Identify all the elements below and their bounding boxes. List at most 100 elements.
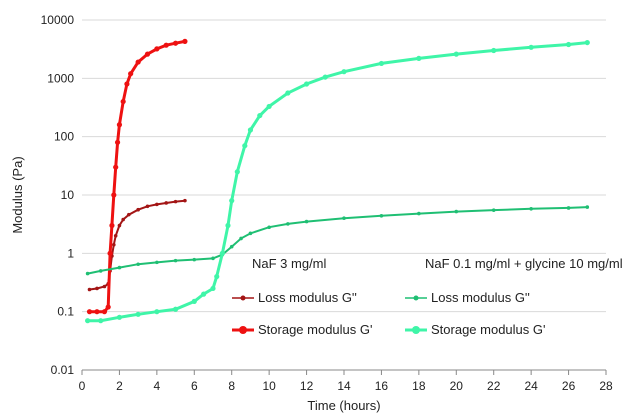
data-point (126, 212, 131, 217)
data-point (191, 298, 197, 304)
data-point (214, 273, 220, 280)
data-point (135, 311, 141, 317)
y-axis-title: Modulus (Pa) (10, 156, 25, 233)
data-point (87, 287, 92, 292)
data-point (120, 98, 126, 105)
series-1 (86, 38, 188, 315)
data-point (144, 51, 151, 57)
x-tick-label: 10 (262, 379, 276, 393)
data-point (128, 71, 134, 77)
data-point (105, 304, 111, 310)
data-point (192, 257, 197, 262)
data-point (164, 201, 169, 205)
x-tick-label: 6 (191, 379, 198, 393)
data-point (211, 256, 215, 261)
data-point (584, 39, 590, 46)
data-point (116, 314, 123, 320)
x-tick-label: 22 (487, 379, 501, 393)
data-point (107, 250, 113, 256)
data-point (121, 217, 125, 222)
x-tick-label: 20 (450, 379, 464, 393)
legend-label: Loss modulus G'' (431, 290, 530, 305)
data-point (286, 222, 290, 226)
legend-group-title: NaF 3 mg/ml (252, 256, 327, 271)
data-point (136, 262, 140, 267)
y-tick-label: 100 (54, 130, 74, 144)
data-point (304, 219, 309, 224)
data-point (102, 284, 107, 289)
data-point (101, 309, 108, 315)
data-point (124, 81, 130, 87)
data-point (154, 309, 160, 315)
data-point (242, 143, 248, 149)
y-tick-label: 0.1 (57, 305, 74, 319)
data-point (113, 164, 119, 170)
data-point (182, 38, 188, 44)
data-point (266, 103, 272, 110)
data-point (173, 199, 178, 204)
data-marks (85, 38, 590, 324)
data-point (113, 233, 118, 238)
legend-swatch-marker (239, 326, 247, 334)
data-point (95, 286, 99, 291)
data-point (341, 69, 347, 75)
data-point (98, 318, 104, 324)
series-line (87, 41, 588, 323)
data-point (342, 216, 346, 221)
data-point (378, 60, 385, 67)
data-point (155, 202, 159, 207)
data-point (172, 40, 179, 46)
y-tick-label: 0.01 (51, 363, 75, 377)
data-point (116, 122, 123, 128)
data-point (154, 46, 160, 52)
data-point (528, 44, 534, 50)
data-point (234, 169, 240, 175)
data-point (86, 309, 93, 315)
data-point (155, 260, 159, 265)
data-point (239, 236, 243, 241)
data-point (135, 59, 141, 65)
data-point (229, 244, 234, 249)
data-point (183, 198, 187, 203)
data-point (109, 222, 115, 229)
x-tick-label: 28 (599, 379, 613, 393)
x-tick-label: 18 (412, 379, 426, 393)
data-point (303, 81, 310, 87)
axes (81, 369, 607, 375)
data-point (453, 51, 459, 57)
x-tick-label: 4 (154, 379, 161, 393)
x-tick-label: 0 (79, 379, 86, 393)
data-point (163, 42, 169, 48)
data-point (114, 139, 121, 145)
data-point (322, 74, 328, 80)
series-3 (85, 39, 590, 324)
data-point (229, 198, 235, 204)
data-point (111, 192, 117, 198)
x-tick-label: 12 (300, 379, 314, 393)
data-point (454, 209, 459, 214)
y-tick-label: 10 (61, 188, 75, 202)
x-tick-label: 2 (116, 379, 123, 393)
data-point (565, 41, 572, 48)
data-point (173, 258, 178, 263)
data-point (247, 127, 254, 133)
series-0 (87, 198, 187, 292)
data-point (529, 207, 533, 211)
x-tick-label: 14 (337, 379, 351, 393)
y-tick-label: 10000 (41, 13, 75, 27)
data-point (210, 285, 216, 292)
x-axis-title: Time (hours) (307, 398, 380, 413)
y-tick-label: 1 (67, 246, 74, 260)
legend-swatch-marker (413, 295, 419, 301)
data-point (172, 306, 179, 312)
data-point (417, 211, 421, 216)
data-point (248, 231, 253, 236)
data-point (85, 318, 91, 324)
x-tick-label: 16 (375, 379, 389, 393)
legend: NaF 3 mg/ml Loss modulus G'' Storage modul… (232, 256, 623, 337)
data-point (219, 250, 225, 256)
x-tick-label: 26 (562, 379, 576, 393)
legend-label: Storage modulus G' (431, 322, 546, 337)
